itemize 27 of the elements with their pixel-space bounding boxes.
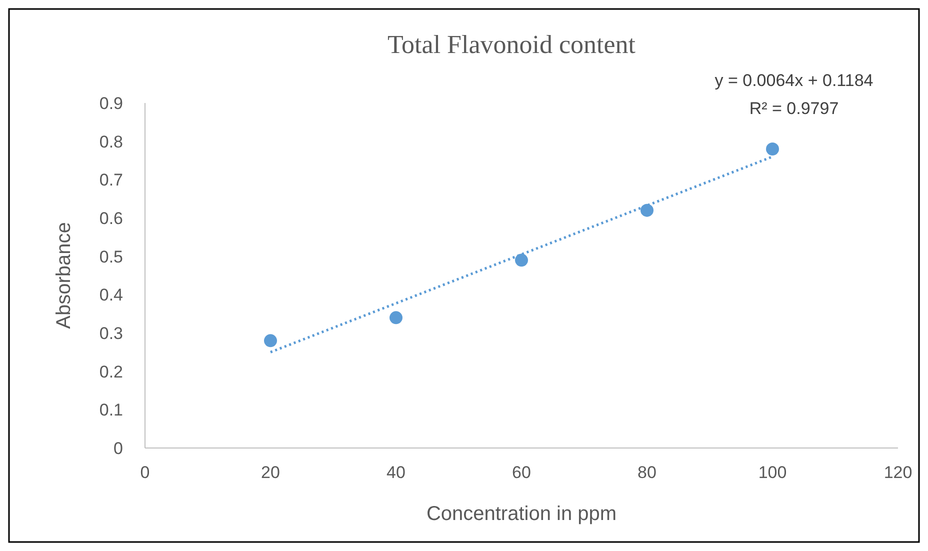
y-tick-label: 0 — [114, 438, 123, 458]
y-tick-label: 0.4 — [99, 286, 123, 305]
y-tick-label: 0.9 — [99, 94, 123, 113]
y-tick-label: 0.6 — [99, 208, 123, 228]
y-tick-label: 0.1 — [99, 400, 123, 420]
x-tick-label: 0 — [140, 463, 150, 482]
x-tick-label: 100 — [758, 463, 787, 482]
x-tick-label: 80 — [638, 463, 656, 482]
x-tick-label: 60 — [512, 463, 531, 482]
point — [264, 334, 277, 348]
annotation: R² = 0.9797 — [749, 99, 839, 118]
point — [390, 311, 402, 324]
point — [515, 254, 528, 267]
x-tick-label: 120 — [884, 463, 912, 482]
y-tick-label: 0.2 — [99, 362, 123, 382]
x-tick-label: 20 — [261, 463, 280, 482]
y-tick-label: 0.7 — [99, 170, 123, 190]
x-tick-label: 40 — [386, 463, 406, 482]
y-axis-title: Absorbance — [53, 222, 75, 329]
y-tick-label: 0.3 — [99, 324, 123, 343]
y-tick-label: 0.5 — [99, 247, 123, 266]
point — [766, 142, 779, 156]
text: y = 0.0064x + 0.1184 — [714, 71, 874, 90]
chart-title: Total Flavonoid content — [387, 30, 636, 59]
point — [640, 204, 654, 217]
x-axis-title: Concentration in ppm — [426, 503, 617, 525]
y-tick-label: 0.8 — [99, 132, 123, 152]
